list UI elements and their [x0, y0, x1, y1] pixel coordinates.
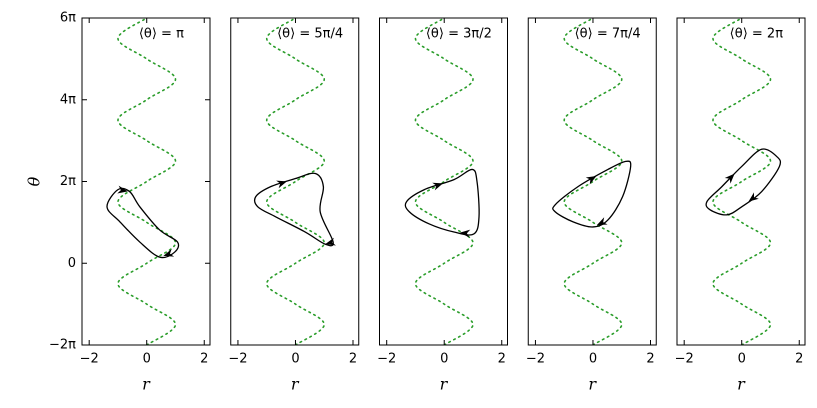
x-tick-label: 2: [646, 352, 654, 367]
loop-curve: [253, 172, 334, 247]
x-axis-label: r: [440, 375, 449, 394]
reference-curve: [117, 18, 177, 345]
annotation: ⟨θ⟩ = π: [139, 27, 184, 42]
x-tick-label: 0: [440, 352, 448, 367]
annotation: ⟨θ⟩ = 7π/4: [575, 27, 641, 42]
annotation: ⟨θ⟩ = 2π: [730, 27, 784, 42]
x-tick-label: −2: [526, 352, 545, 367]
y-axis-label: θ: [25, 176, 44, 186]
arrowhead: [585, 176, 597, 185]
arrowhead: [325, 237, 336, 246]
y-tick-label: −2π: [49, 338, 76, 353]
y-tick-label: 0: [68, 256, 76, 271]
arrowhead: [276, 180, 287, 189]
arrowhead: [748, 192, 759, 202]
arrowhead: [724, 173, 735, 184]
y-tick-label: 6π: [60, 11, 76, 26]
x-tick-label: −2: [377, 352, 396, 367]
x-tick-label: 2: [349, 352, 357, 367]
reference-curve: [265, 18, 326, 345]
plot-frame: [527, 17, 657, 346]
x-tick-label: −2: [228, 352, 247, 367]
x-tick-label: 0: [291, 352, 299, 367]
x-axis-label: r: [291, 375, 300, 394]
x-axis-label: r: [737, 375, 746, 394]
reference-curve: [414, 18, 474, 345]
plot-frame: [676, 17, 806, 346]
arrowhead: [459, 229, 471, 238]
plot-frame: [230, 17, 360, 346]
annotation: ⟨θ⟩ = 3π/2: [426, 27, 492, 42]
arrowhead: [163, 248, 175, 257]
x-tick-label: 2: [200, 352, 208, 367]
reference-curve: [712, 18, 772, 345]
x-tick-label: 2: [795, 352, 803, 367]
y-tick-label: 4π: [60, 92, 76, 107]
x-tick-label: 0: [589, 352, 597, 367]
x-tick-label: 0: [143, 352, 151, 367]
loop-curve: [404, 168, 480, 236]
annotation: ⟨θ⟩ = 5π/4: [277, 27, 343, 42]
x-tick-label: −2: [80, 352, 99, 367]
loop-curve: [552, 160, 632, 228]
x-axis-label: r: [588, 375, 597, 394]
plot-frame: [379, 17, 508, 346]
x-axis-label: r: [142, 375, 151, 394]
loop-curve: [106, 187, 180, 259]
x-tick-label: −2: [675, 352, 694, 367]
y-tick-label: 2π: [60, 174, 76, 189]
x-tick-label: 2: [498, 352, 506, 367]
loop-curve: [705, 148, 782, 216]
x-tick-label: 0: [738, 352, 746, 367]
arrowhead: [596, 217, 608, 226]
arrowhead: [117, 185, 128, 194]
reference-curve: [563, 18, 623, 345]
arrowhead: [432, 182, 443, 191]
